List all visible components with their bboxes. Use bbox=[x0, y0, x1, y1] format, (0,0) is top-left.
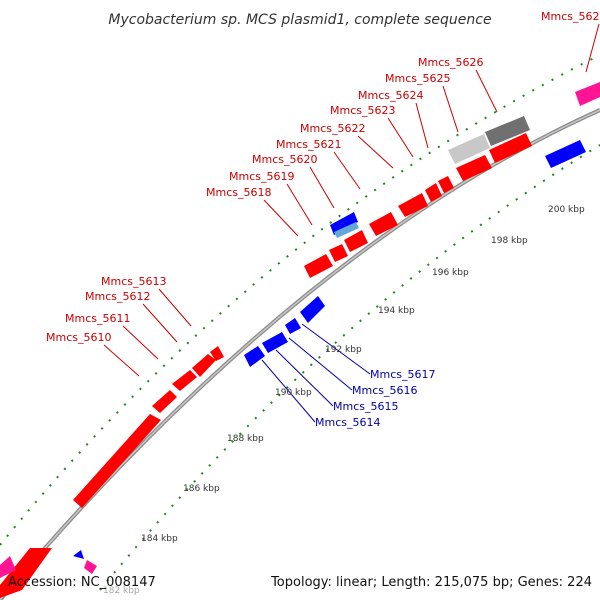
sequence-backbone bbox=[0, 108, 600, 600]
outer-tick-ring bbox=[0, 54, 600, 546]
gene-label-mmcs-5613[interactable]: Mmcs_5613 bbox=[101, 275, 166, 288]
tick-label-184: 184 kbp bbox=[141, 534, 178, 544]
gene-mmcs-5620-cyan[interactable] bbox=[334, 222, 359, 238]
gene-label-mmcs-5626[interactable]: Mmcs_5626 bbox=[418, 56, 483, 69]
gene-mmcs-5623[interactable] bbox=[425, 183, 442, 202]
gene-mmcs-5614[interactable] bbox=[244, 346, 265, 367]
gene-mmcs-5618[interactable] bbox=[304, 254, 333, 278]
gene-label-mmcs-5619[interactable]: Mmcs_5619 bbox=[229, 170, 294, 183]
gene-mmcs-5622[interactable] bbox=[398, 193, 428, 217]
gene-label-mmcs-5612[interactable]: Mmcs_5612 bbox=[85, 290, 150, 303]
leader-line-mmcs-5617 bbox=[301, 323, 371, 375]
leader-line-mmcs-5618 bbox=[263, 199, 299, 237]
backbone-highlight bbox=[0, 109, 600, 600]
gene-gray-dark[interactable] bbox=[485, 116, 530, 146]
tick-label-186: 186 kbp bbox=[183, 484, 220, 494]
inner-tick-ring bbox=[99, 144, 600, 591]
gene-label-mmcs-5625[interactable]: Mmcs_5625 bbox=[385, 72, 450, 85]
gene-label-mmcs-5620[interactable]: Mmcs_5620 bbox=[252, 153, 317, 166]
reverse-genes bbox=[73, 140, 586, 559]
gene-mmcs-5612[interactable] bbox=[172, 370, 197, 391]
leader-line-mmcs-5614 bbox=[261, 359, 316, 423]
gene-mmcs-5628[interactable] bbox=[575, 82, 600, 106]
leader-line-mmcs-5615 bbox=[275, 349, 334, 407]
tick-label-192: 192 kbp bbox=[325, 345, 362, 355]
gene-blue-right[interactable] bbox=[545, 140, 586, 168]
gene-pink-bottom[interactable] bbox=[84, 560, 97, 574]
leader-line-mmcs-5610 bbox=[103, 344, 140, 377]
gene-gray-light[interactable] bbox=[448, 134, 490, 164]
gene-mmcs-5611[interactable] bbox=[152, 390, 177, 413]
gene-left-edge-1[interactable] bbox=[0, 548, 52, 598]
label-leaders bbox=[103, 23, 600, 423]
leader-line-mmcs-5624 bbox=[415, 102, 429, 149]
gene-mmcs-5613[interactable] bbox=[192, 354, 216, 377]
leader-line-mmcs-5619 bbox=[286, 183, 313, 226]
gene-mmcs-5619[interactable] bbox=[329, 244, 348, 262]
leader-line-mmcs-5621 bbox=[333, 151, 361, 190]
gene-mmcs-5620[interactable] bbox=[344, 230, 368, 252]
leader-line-mmcs-5612 bbox=[142, 303, 178, 343]
gene-label-mmcs-5622[interactable]: Mmcs_5622 bbox=[300, 122, 365, 135]
gene-label-mmcs-5618[interactable]: Mmcs_5618 bbox=[206, 186, 271, 199]
gene-label-mmcs-5628[interactable]: Mmcs_5628 bbox=[541, 10, 600, 23]
gene-label-mmcs-5621[interactable]: Mmcs_5621 bbox=[276, 138, 341, 151]
gene-label-mmcs-5623[interactable]: Mmcs_5623 bbox=[330, 104, 395, 117]
gene-mmcs-5613b[interactable] bbox=[210, 346, 224, 361]
gene-label-mmcs-5624[interactable]: Mmcs_5624 bbox=[358, 89, 423, 102]
map-title: Mycobacterium sp. MCS plasmid1, complete… bbox=[108, 12, 491, 28]
topology-text: Topology: linear; Length: 215,075 bp; Ge… bbox=[270, 575, 592, 590]
gene-mmcs-5617[interactable] bbox=[300, 296, 325, 323]
tick-label-196: 196 kbp bbox=[432, 268, 469, 278]
gene-label-mmcs-5611[interactable]: Mmcs_5611 bbox=[65, 312, 130, 325]
gene-label-mmcs-5615[interactable]: Mmcs_5615 bbox=[333, 400, 398, 413]
leader-line-mmcs-5626 bbox=[475, 69, 498, 113]
tick-labels: 182 kbp 184 kbp 186 kbp 188 kbp 190 kbp … bbox=[103, 205, 585, 596]
leader-line-mmcs-5613 bbox=[158, 288, 192, 327]
leader-line-mmcs-5616 bbox=[288, 337, 353, 391]
leader-line-mmcs-5628 bbox=[585, 23, 600, 73]
pink-genes bbox=[0, 82, 600, 578]
gene-mmcs-5626[interactable] bbox=[489, 133, 532, 163]
gene-label-mmcs-5616[interactable]: Mmcs_5616 bbox=[352, 384, 417, 397]
tick-label-188: 188 kbp bbox=[227, 434, 264, 444]
gene-label-mmcs-5610[interactable]: Mmcs_5610 bbox=[46, 331, 111, 344]
accession-text: Accession: NC_008147 bbox=[8, 575, 156, 590]
tick-label-194: 194 kbp bbox=[378, 306, 415, 316]
leader-line-mmcs-5611 bbox=[122, 325, 159, 360]
tick-label-182: 182 kbp bbox=[103, 586, 140, 596]
gene-labels: Mmcs_5610 Mmcs_5611 Mmcs_5612 Mmcs_5613 Mmcs… bbox=[46, 10, 600, 429]
gene-mmcs-5625[interactable] bbox=[456, 155, 492, 181]
tick-label-198: 198 kbp bbox=[491, 236, 528, 246]
gene-pink-left[interactable] bbox=[0, 556, 16, 578]
leader-line-mmcs-5623 bbox=[387, 117, 414, 158]
leader-line-mmcs-5625 bbox=[442, 85, 459, 133]
tick-label-190: 190 kbp bbox=[275, 388, 312, 398]
gray-genes bbox=[448, 116, 530, 164]
gene-mmcs-5620-blue[interactable] bbox=[330, 212, 358, 235]
leader-line-mmcs-5620 bbox=[309, 166, 335, 209]
leader-line-mmcs-5622 bbox=[357, 135, 394, 169]
gene-mmcs-5615[interactable] bbox=[262, 332, 288, 353]
gene-label-mmcs-5617[interactable]: Mmcs_5617 bbox=[370, 368, 435, 381]
tick-label-200: 200 kbp bbox=[548, 205, 585, 215]
gene-mmcs-5624[interactable] bbox=[438, 176, 454, 193]
gene-blue-bottom[interactable] bbox=[73, 550, 84, 559]
gene-mmcs-5610[interactable] bbox=[73, 414, 161, 508]
gene-label-mmcs-5614[interactable]: Mmcs_5614 bbox=[315, 416, 380, 429]
gene-mmcs-5621[interactable] bbox=[369, 212, 398, 236]
forward-genes bbox=[0, 133, 532, 598]
gene-mmcs-5616[interactable] bbox=[285, 318, 301, 334]
